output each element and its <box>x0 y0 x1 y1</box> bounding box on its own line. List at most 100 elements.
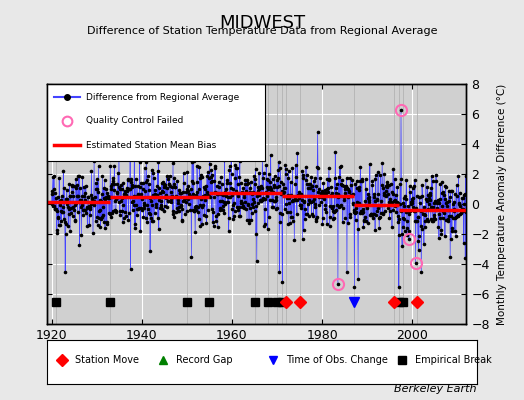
Point <box>445 198 453 204</box>
Point <box>99 204 107 210</box>
Point <box>335 193 344 200</box>
Point <box>160 203 169 210</box>
Point <box>403 232 411 238</box>
Point <box>91 199 100 206</box>
Point <box>156 198 165 204</box>
Point <box>361 198 369 204</box>
Point <box>245 219 253 226</box>
Point <box>388 191 397 197</box>
Point <box>423 192 432 198</box>
Point <box>234 207 242 213</box>
Point <box>170 181 179 187</box>
Point <box>281 162 289 168</box>
Point <box>154 168 162 174</box>
Point <box>394 199 402 206</box>
Point <box>320 190 328 196</box>
Point <box>196 172 205 178</box>
Point <box>354 226 362 232</box>
Point <box>379 190 388 197</box>
Point <box>260 206 269 212</box>
Point <box>122 193 130 200</box>
Point <box>203 188 211 195</box>
Point <box>66 193 74 200</box>
Point <box>257 183 266 190</box>
Point <box>297 202 305 208</box>
Point <box>106 186 115 193</box>
Point <box>346 175 354 182</box>
Point <box>380 192 389 198</box>
Point <box>71 217 79 223</box>
Point <box>103 220 111 227</box>
Point <box>115 184 124 190</box>
Point <box>414 247 423 253</box>
Point <box>86 201 95 208</box>
Point <box>227 139 235 145</box>
Point <box>424 218 433 224</box>
Point <box>133 193 141 199</box>
Point <box>231 207 239 214</box>
Point <box>460 192 468 198</box>
Point <box>143 202 151 208</box>
Point <box>407 201 415 208</box>
Point <box>289 197 298 203</box>
Point <box>181 210 189 217</box>
Point <box>192 192 201 198</box>
Point <box>116 186 125 192</box>
Point <box>168 184 177 191</box>
Point <box>140 205 149 211</box>
Point <box>405 211 413 217</box>
Point <box>436 227 445 234</box>
Point <box>309 213 318 220</box>
Point <box>173 196 182 203</box>
Point <box>326 203 335 209</box>
Point <box>137 180 146 186</box>
Point <box>88 168 96 174</box>
Point <box>160 184 168 190</box>
Point <box>366 212 374 218</box>
Point <box>301 205 309 212</box>
Point <box>408 185 417 191</box>
Point <box>306 181 314 187</box>
Point <box>98 214 106 220</box>
Point <box>267 186 276 192</box>
Point <box>142 159 150 166</box>
Point <box>413 218 421 224</box>
Point <box>400 203 408 209</box>
Point <box>169 211 178 217</box>
Point <box>253 258 261 264</box>
Point <box>447 213 455 219</box>
Point <box>78 174 86 180</box>
Point <box>291 196 299 203</box>
Point <box>113 188 121 195</box>
Point <box>357 209 365 215</box>
Point <box>59 208 67 215</box>
Point <box>110 187 118 194</box>
Point <box>105 210 113 216</box>
Point <box>300 198 308 205</box>
Point <box>409 204 417 210</box>
Point <box>389 166 397 172</box>
Point <box>83 205 91 212</box>
Point <box>294 189 303 196</box>
Point <box>276 165 285 171</box>
Point <box>323 185 332 191</box>
Point <box>219 203 227 209</box>
Point <box>411 259 420 266</box>
Point <box>220 199 228 205</box>
Point <box>365 194 373 200</box>
Point <box>192 188 201 195</box>
Point <box>151 191 159 197</box>
Point <box>367 211 376 217</box>
Point <box>74 192 82 199</box>
Point <box>356 178 364 185</box>
Point <box>321 187 329 193</box>
Point <box>439 214 447 221</box>
Point <box>65 206 73 212</box>
Point <box>171 184 179 190</box>
Point <box>320 192 329 199</box>
Point <box>451 228 459 234</box>
Point <box>213 190 222 196</box>
Point <box>153 183 161 190</box>
Point <box>155 184 163 191</box>
Point <box>317 198 325 205</box>
